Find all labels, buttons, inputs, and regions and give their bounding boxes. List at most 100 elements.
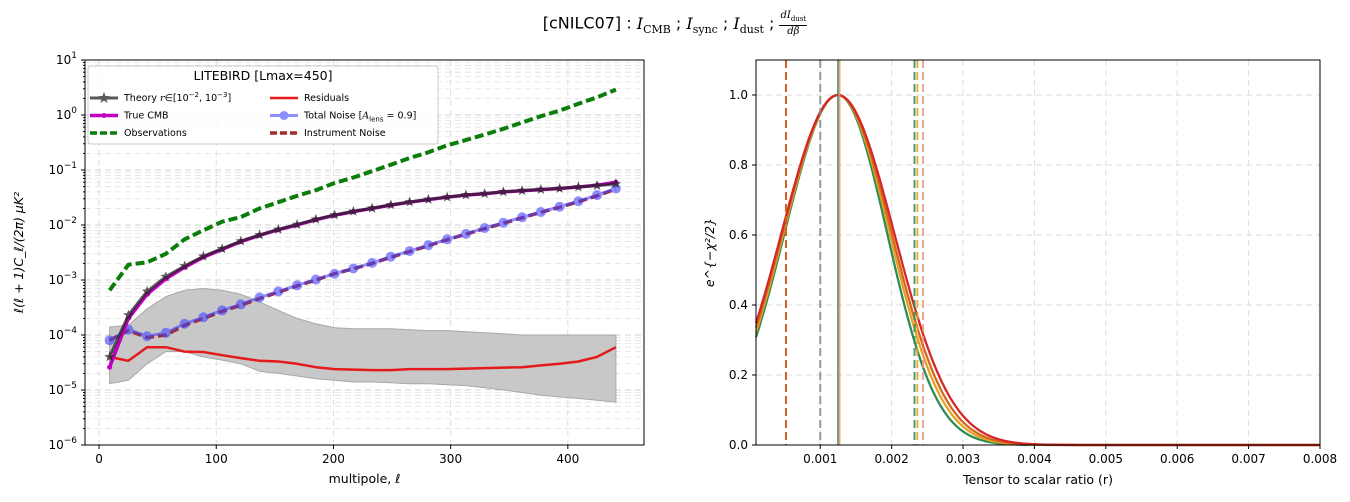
likelihood-curve-0 xyxy=(754,93,1320,447)
data-point xyxy=(366,202,378,213)
x-tick-label: 0.008 xyxy=(1303,452,1337,466)
data-point xyxy=(198,250,209,261)
x-tick-label: 0.001 xyxy=(803,452,837,466)
data-point xyxy=(141,285,153,296)
legend-label-truecmb: True CMB xyxy=(123,111,169,122)
title-derivative: dIdust dβ xyxy=(779,10,808,37)
data-point xyxy=(516,185,528,196)
axes-frame xyxy=(84,59,645,446)
legend-label-totnoise: Total Noise [Alens = 0.9] xyxy=(303,111,416,124)
data-point xyxy=(385,251,396,262)
legend-handle-totnoise xyxy=(270,111,298,120)
data-point xyxy=(554,182,565,193)
y-tick-label: 0.0 xyxy=(729,438,748,452)
x-tick-label: 0.003 xyxy=(946,452,980,466)
y-tick-label: 0.2 xyxy=(729,368,748,382)
data-point xyxy=(310,213,322,224)
x-tick-label: 400 xyxy=(556,452,579,466)
legend-title: LITEBIRD [Lmax=450] xyxy=(193,68,332,83)
axes-frame xyxy=(755,59,1321,446)
data-point xyxy=(310,274,321,285)
data-point xyxy=(554,201,565,212)
x-tick-label: 0 xyxy=(95,452,103,466)
legend-label-resid: Residuals xyxy=(304,93,349,104)
legend-label-obs: Observations xyxy=(124,128,187,139)
data-point xyxy=(591,180,603,191)
data-point xyxy=(404,196,415,207)
y-tick-label: 10−3 xyxy=(48,271,77,287)
data-point xyxy=(291,219,303,229)
legend-handle-theory xyxy=(90,92,118,103)
data-point xyxy=(592,190,603,201)
y-tick-label: 0.6 xyxy=(729,228,748,242)
x-tick-label: 0.007 xyxy=(1231,452,1265,466)
y-tick-label: 10−5 xyxy=(48,381,77,397)
data-point xyxy=(104,351,115,362)
data-point xyxy=(348,263,359,274)
data-point xyxy=(329,209,340,220)
y-tick-label: 101 xyxy=(56,51,77,67)
data-point xyxy=(273,224,284,234)
data-point xyxy=(479,188,490,199)
x-tick-label: 100 xyxy=(205,452,228,466)
series-line-theory xyxy=(108,182,617,358)
data-point xyxy=(160,271,172,282)
y-tick-label: 100 xyxy=(56,106,77,122)
x-tick-label: 0.006 xyxy=(1160,452,1194,466)
data-point xyxy=(460,228,471,239)
series-line-residuals xyxy=(109,345,617,372)
residual-spread-band xyxy=(109,287,617,403)
data-point xyxy=(460,189,472,200)
series-theory xyxy=(104,178,622,362)
title-term-dust: Idust xyxy=(733,13,764,36)
title-term-sync: Isync xyxy=(686,13,718,36)
data-point xyxy=(107,364,113,370)
data-point xyxy=(385,199,397,210)
data-point xyxy=(517,212,528,223)
legend-box xyxy=(87,65,439,145)
likelihood-curve-2 xyxy=(754,93,1320,447)
y-tick-label: 0.4 xyxy=(729,298,748,312)
x-tick-label: 0.002 xyxy=(874,452,908,466)
data-point xyxy=(104,335,115,346)
title-term-cmb: ICMB xyxy=(636,13,671,36)
data-point xyxy=(498,186,509,197)
x-axis-label: Tensor to scalar ratio (r) xyxy=(962,472,1113,487)
data-point xyxy=(179,260,190,271)
data-point xyxy=(235,299,246,310)
x-axis-label: multipole, ℓ xyxy=(329,471,401,486)
y-tick-label: 10−6 xyxy=(48,436,77,452)
y-tick-label: 10−2 xyxy=(48,216,77,232)
data-point xyxy=(123,309,134,320)
y-axis-label: ℓ(ℓ + 1)C_ℓ/(2π) μK² xyxy=(11,192,26,314)
data-point xyxy=(216,243,228,254)
legend-handle-truecmb xyxy=(90,113,118,118)
data-point xyxy=(292,280,303,291)
data-point xyxy=(142,331,153,342)
data-point xyxy=(479,223,490,234)
x-tick-label: 300 xyxy=(439,452,462,466)
y-tick-label: 0.8 xyxy=(729,158,748,172)
data-point xyxy=(198,312,209,323)
data-point xyxy=(348,205,359,216)
y-tick-label: 10−1 xyxy=(48,161,77,177)
power-spectrum-plot: 0 100 200 300 400 10−6 10−5 10−4 10−3 10−2 10−1 100… xyxy=(11,51,645,486)
data-point xyxy=(535,207,546,218)
series-line-total-noise xyxy=(108,187,617,342)
legend-marker xyxy=(101,113,107,118)
grid xyxy=(756,60,1321,446)
data-point xyxy=(254,292,265,303)
data-point xyxy=(254,229,265,240)
series-observations xyxy=(107,87,617,292)
data-point xyxy=(217,305,228,316)
y-axis-label: e^{−χ²/2} xyxy=(702,218,717,287)
data-point xyxy=(535,184,547,194)
data-point xyxy=(179,318,190,329)
data-point xyxy=(404,246,415,257)
series-residuals xyxy=(109,345,617,372)
data-point xyxy=(423,240,434,251)
data-point xyxy=(235,235,247,246)
series-line-observations xyxy=(107,87,617,292)
data-point xyxy=(273,286,284,297)
data-point xyxy=(573,196,584,207)
